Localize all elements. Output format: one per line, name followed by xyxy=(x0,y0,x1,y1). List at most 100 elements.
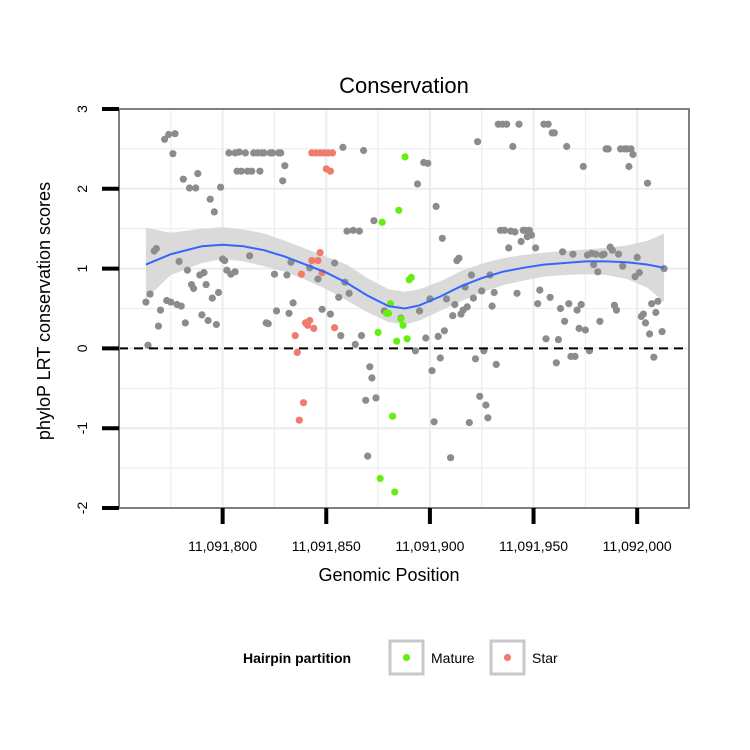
legend-marker-mature xyxy=(402,653,411,662)
data-point-other xyxy=(214,288,223,297)
data-point-other xyxy=(600,250,608,258)
data-point-other xyxy=(440,327,448,335)
data-point-other xyxy=(658,328,666,336)
data-point-star xyxy=(297,270,305,278)
data-point-other xyxy=(612,306,621,314)
legend-marker-star xyxy=(503,653,512,662)
data-point-other xyxy=(198,311,206,319)
data-point-other xyxy=(455,254,463,262)
data-point-other xyxy=(241,149,249,157)
data-point-other xyxy=(231,268,239,276)
data-point-star xyxy=(308,257,316,265)
data-point-other xyxy=(575,324,583,332)
data-point-other xyxy=(552,359,560,367)
data-point-other xyxy=(594,268,602,276)
data-point-star xyxy=(328,149,337,157)
data-point-other xyxy=(339,143,347,151)
data-point-mature xyxy=(399,321,407,329)
data-point-other xyxy=(256,167,264,175)
data-point-star xyxy=(326,167,334,175)
data-point-other xyxy=(625,162,633,171)
data-point-other xyxy=(465,419,473,427)
data-point-other xyxy=(246,252,254,260)
data-point-other xyxy=(608,246,616,254)
data-point-other xyxy=(368,374,376,382)
data-point-other xyxy=(467,271,475,279)
data-point-star xyxy=(293,348,301,356)
data-point-other xyxy=(561,317,569,325)
data-point-other xyxy=(641,319,650,327)
data-point-other xyxy=(527,231,536,239)
data-point-other xyxy=(505,244,513,252)
data-point-star xyxy=(299,399,308,407)
data-point-other xyxy=(565,300,573,308)
data-point-other xyxy=(318,305,326,313)
data-point-mature xyxy=(393,337,401,345)
data-point-other xyxy=(442,295,451,303)
data-point-other xyxy=(546,293,554,301)
data-point-other xyxy=(202,281,210,289)
data-point-star xyxy=(310,324,318,332)
data-point-other xyxy=(571,352,579,360)
y-tick-label: 3 xyxy=(74,105,90,113)
data-point-other xyxy=(424,159,432,167)
y-tick-label: -1 xyxy=(74,422,90,435)
data-point-other xyxy=(451,300,459,309)
data-point-other xyxy=(260,149,268,157)
data-point-other xyxy=(314,275,322,283)
data-point-other xyxy=(279,177,287,185)
data-point-other xyxy=(654,297,662,305)
data-point-other xyxy=(500,226,509,234)
x-tick-label: 11,091,850 xyxy=(292,538,361,554)
legend-key xyxy=(388,639,425,676)
data-point-other xyxy=(270,270,279,278)
data-point-other xyxy=(355,227,363,235)
data-point-other xyxy=(179,175,187,183)
data-point-other xyxy=(511,228,519,236)
data-point-other xyxy=(146,290,154,298)
data-point-other xyxy=(204,316,212,325)
data-point-other xyxy=(422,334,430,342)
data-point-other xyxy=(434,332,442,340)
data-point-mature xyxy=(384,309,393,317)
data-point-mature xyxy=(407,273,415,281)
data-point-other xyxy=(633,253,641,261)
data-point-other xyxy=(569,250,577,258)
data-point-other xyxy=(474,138,482,146)
data-point-other xyxy=(349,226,357,234)
data-point-other xyxy=(272,307,281,315)
data-point-other xyxy=(643,179,652,187)
y-tick-label: 1 xyxy=(74,264,90,272)
data-point-other xyxy=(619,262,627,270)
data-point-other xyxy=(200,269,208,277)
data-point-other xyxy=(449,312,457,320)
data-point-other xyxy=(590,261,598,269)
data-point-other xyxy=(221,257,229,265)
data-point-star xyxy=(316,249,324,257)
data-point-other xyxy=(482,401,490,409)
data-point-mature xyxy=(403,335,411,343)
data-point-other xyxy=(370,217,378,225)
data-point-other xyxy=(285,309,293,317)
legend-label-mature: Mature xyxy=(431,650,475,666)
legend-label-star: Star xyxy=(532,650,558,666)
data-point-other xyxy=(351,340,359,348)
data-point-other xyxy=(639,310,648,318)
data-point-star xyxy=(295,416,303,424)
data-point-other xyxy=(181,319,189,327)
data-point-other xyxy=(343,227,351,235)
data-point-other xyxy=(177,302,185,310)
data-point-other xyxy=(469,294,477,302)
data-point-other xyxy=(144,341,152,349)
y-tick-label: -2 xyxy=(74,502,90,515)
data-point-other xyxy=(581,326,590,334)
legend-item-star: Star xyxy=(489,639,558,676)
data-point-other xyxy=(152,245,160,253)
data-point-other xyxy=(438,234,446,242)
data-point-other xyxy=(532,244,540,252)
data-point-other xyxy=(185,184,194,192)
data-points xyxy=(142,120,668,496)
data-point-other xyxy=(650,353,658,361)
data-point-other xyxy=(366,363,374,371)
data-point-other xyxy=(503,120,511,128)
